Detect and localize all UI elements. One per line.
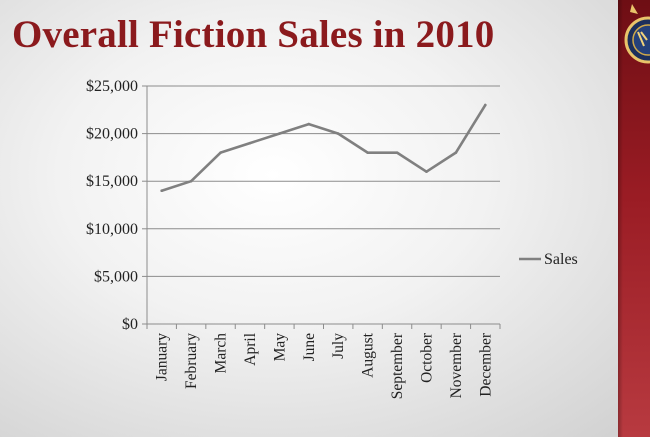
data-point: [483, 103, 487, 107]
x-tick-label: July: [330, 333, 347, 359]
data-point: [366, 151, 369, 154]
legend: Sales: [519, 251, 578, 268]
data-point: [189, 179, 193, 183]
legend-label: Sales: [544, 251, 578, 268]
crest-emblem-icon: [624, 0, 650, 80]
x-tick-label: November: [448, 332, 465, 398]
series-layer: [160, 103, 487, 193]
x-tick-label: February: [183, 333, 200, 389]
side-decorative-band: [618, 0, 650, 437]
data-point: [336, 132, 340, 135]
y-tick-label: $25,000: [86, 78, 138, 95]
data-point: [219, 151, 222, 154]
slide-title: Overall Fiction Sales in 2010: [12, 13, 495, 56]
data-point: [395, 151, 399, 154]
x-tick-label: March: [213, 333, 230, 374]
x-tick-label: June: [301, 333, 318, 362]
y-tick-label: $20,000: [86, 126, 138, 143]
y-tick-label: $5,000: [94, 268, 138, 285]
y-tick-label: $15,000: [86, 173, 138, 190]
data-point: [248, 141, 252, 145]
x-tick-label: October: [418, 332, 435, 383]
data-point: [160, 189, 164, 193]
y-tick-label: $0: [122, 316, 138, 333]
data-point: [454, 151, 458, 154]
data-point: [307, 122, 311, 126]
x-tick-label: August: [360, 332, 377, 377]
data-point: [425, 170, 428, 173]
y-tick-label: $10,000: [86, 221, 138, 238]
x-tick-label: April: [242, 333, 259, 366]
x-tick-label: May: [271, 333, 288, 362]
series-line-sales: [160, 103, 487, 193]
data-point: [278, 132, 281, 135]
gridlines: [147, 85, 500, 277]
axes: $0 $5,000 $10,000 $15,000 $20,000 $25,000 Janu…: [86, 78, 501, 399]
x-tick-label: September: [389, 332, 406, 399]
x-tick-label: January: [154, 333, 171, 381]
x-tick-label: December: [477, 332, 494, 397]
